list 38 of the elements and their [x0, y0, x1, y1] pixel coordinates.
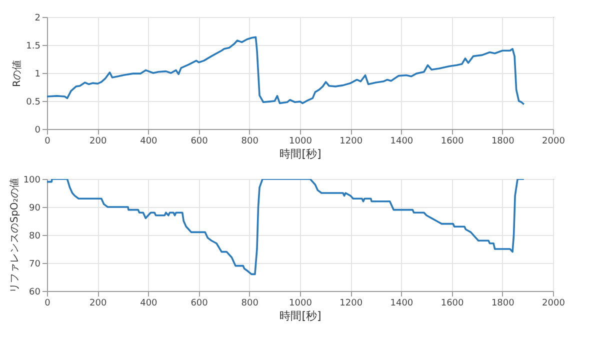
x-tick-label: 1600 [440, 136, 464, 146]
x-tick-label: 1800 [491, 298, 515, 308]
x-tick-label: 800 [241, 298, 259, 308]
y-tick-label: 90 [29, 204, 41, 214]
x-tick-label: 1400 [390, 298, 414, 308]
y-tick-label: 0.5 [26, 98, 40, 108]
x-tick-label: 1800 [491, 136, 515, 146]
y-tick-label: 0 [34, 126, 41, 136]
line-series [47, 36, 525, 106]
line-series [47, 179, 525, 276]
y-axis-title: Rの値 [11, 60, 24, 87]
y-tick-label: 1.5 [26, 42, 40, 52]
x-tick-label: 0 [44, 136, 51, 146]
x-tick-label: 400 [140, 298, 158, 308]
x-axis-title: 時間[秒] [280, 148, 322, 160]
y-tick-label: 1 [34, 70, 40, 80]
x-axis-title: 時間[秒] [280, 310, 322, 322]
y-axis-title: リファレンスのSpO₂の値 [8, 178, 20, 293]
x-tick-label: 1600 [440, 298, 464, 308]
x-tick-label: 800 [241, 136, 259, 146]
y-tick-label: 60 [29, 288, 41, 298]
x-tick-label: 200 [90, 298, 107, 308]
x-tick-label: 400 [140, 136, 158, 146]
x-tick-label: 1000 [289, 298, 312, 308]
x-tick-label: 200 [90, 136, 107, 146]
x-tick-label: 600 [190, 136, 208, 146]
y-tick-label: 2 [34, 14, 40, 24]
y-tick-label: 100 [23, 176, 41, 186]
y-tick-label: 70 [29, 260, 41, 270]
x-tick-label: 1200 [340, 136, 363, 146]
x-tick-label: 2000 [542, 298, 566, 308]
x-tick-label: 600 [190, 298, 208, 308]
x-tick-label: 1400 [390, 136, 414, 146]
x-tick-label: 0 [44, 298, 51, 308]
y-tick-label: 80 [29, 232, 41, 242]
x-tick-label: 1000 [289, 136, 312, 146]
x-tick-label: 1200 [340, 298, 363, 308]
x-tick-label: 2000 [542, 136, 566, 146]
